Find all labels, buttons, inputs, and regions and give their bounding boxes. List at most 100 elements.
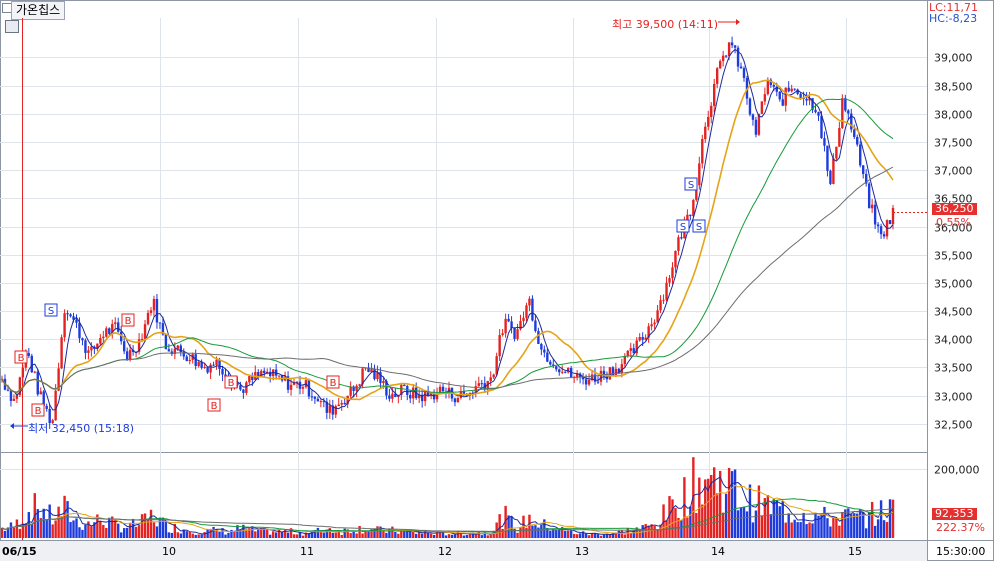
candle-body	[316, 398, 320, 402]
volume-bar	[346, 529, 349, 538]
volume-bar	[820, 514, 823, 538]
candle-body	[665, 282, 668, 300]
candle-body	[733, 45, 737, 48]
candle-body	[438, 386, 442, 394]
candle-body	[623, 356, 627, 365]
volume-bar	[274, 532, 278, 538]
low-arrowhead	[10, 423, 14, 429]
candle-body	[817, 112, 820, 116]
volume-bar	[850, 514, 853, 538]
candle-body	[409, 394, 412, 399]
candle-body	[492, 374, 495, 378]
volume-bar	[534, 525, 537, 538]
volume-bar	[838, 525, 841, 538]
volume-bar	[870, 501, 874, 538]
volume-bar	[69, 521, 72, 538]
candle-body	[781, 99, 784, 106]
volume-bar	[713, 467, 716, 538]
candle-body	[853, 129, 856, 137]
candle-body	[608, 367, 612, 380]
candle-body	[787, 87, 790, 92]
candle-body	[39, 391, 42, 395]
stock-name[interactable]: 가온칩스	[11, 1, 66, 20]
candle-body	[239, 385, 242, 390]
volume-bar	[790, 522, 793, 538]
volume-bar	[280, 532, 284, 538]
candle-body	[835, 146, 838, 159]
candle-body	[808, 98, 811, 101]
volume-bar	[337, 531, 340, 538]
volume-bar	[602, 534, 606, 538]
candle-body	[718, 61, 722, 69]
volume-bar	[784, 522, 787, 538]
svg-text:B: B	[228, 378, 235, 389]
candle-body	[519, 320, 522, 330]
candle-body	[42, 391, 45, 406]
volume-bar	[593, 532, 597, 538]
candle-body	[772, 85, 776, 87]
volume-bar	[882, 520, 886, 538]
candle-body	[33, 371, 36, 373]
volume-bar	[63, 495, 66, 538]
volume-bar	[382, 531, 385, 538]
candle-body	[373, 369, 376, 380]
volume-bar	[623, 534, 627, 538]
price-tick-label: 38,500	[934, 81, 973, 94]
volume-bar	[438, 530, 442, 538]
volume-bar	[811, 523, 814, 538]
candle-body	[128, 349, 132, 360]
volume-bar	[510, 516, 513, 538]
candle-body	[891, 207, 895, 225]
candle-body	[119, 331, 123, 342]
candle-body	[715, 68, 719, 84]
volume-bar	[519, 527, 522, 538]
candle-body	[420, 394, 424, 402]
candle-body	[617, 368, 621, 373]
candle-body	[832, 158, 835, 184]
svg-text:S: S	[680, 222, 686, 233]
volume-bar	[295, 534, 299, 538]
candle-body	[90, 346, 93, 351]
volume-bar	[435, 530, 439, 538]
volume-bar	[78, 527, 81, 538]
candle-body	[143, 324, 147, 339]
volume-bar	[587, 535, 591, 538]
svg-text:B: B	[330, 378, 337, 389]
x-tick-label: 06/15	[2, 545, 37, 558]
candle-body	[358, 384, 361, 386]
candle-body	[242, 389, 245, 393]
candle-body	[820, 115, 823, 139]
candle-body	[310, 396, 314, 398]
volume-bar	[233, 531, 236, 538]
candle-body	[161, 323, 165, 335]
candle-body	[9, 390, 13, 401]
volume-bar	[525, 527, 528, 538]
high-annotation: 최고 39,500 (14:11)	[612, 18, 719, 31]
candle-body	[769, 79, 773, 86]
candle-body	[662, 299, 665, 301]
candle-body	[394, 393, 397, 397]
candle-body	[638, 336, 641, 341]
grid-icon[interactable]	[5, 20, 19, 33]
volume-bar	[84, 524, 87, 538]
candle-body	[528, 298, 531, 306]
volume-bar	[12, 527, 16, 538]
volume-bar	[668, 496, 671, 538]
candle-body	[385, 380, 388, 396]
volume-bar	[364, 530, 367, 538]
volume-bar	[117, 523, 120, 538]
candle-body	[867, 183, 871, 209]
candle-body	[152, 298, 156, 311]
volume-bar	[218, 531, 221, 538]
signal-marker-b: B	[31, 403, 45, 417]
x-tick-label: 14	[711, 545, 725, 558]
candle-body	[730, 42, 734, 46]
volume-bar	[650, 524, 653, 538]
volume-bar	[173, 523, 177, 538]
volume-bar	[483, 532, 486, 538]
volume-bar	[611, 533, 615, 538]
volume-bar	[66, 501, 69, 538]
volume-bar	[313, 530, 317, 538]
volume-bar	[748, 484, 752, 538]
